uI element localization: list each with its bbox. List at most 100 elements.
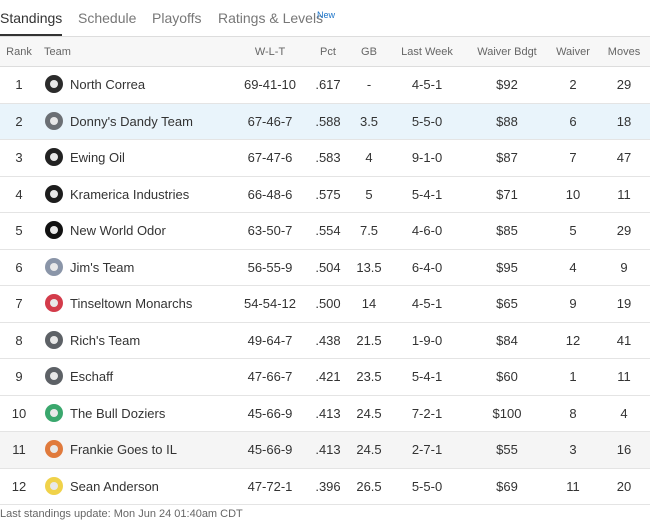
cell: 9 [569,296,577,311]
cell: .583 [315,150,341,165]
cell: $88 [496,113,518,129]
cell: $92 [496,77,518,92]
cell: 4-5-1 [411,296,443,311]
cell: 54-54-12 [243,296,297,311]
cell: 2 [569,77,577,92]
cell: 1 [15,77,23,92]
cell: 7 [15,296,23,311]
cell: 29 [616,77,632,92]
cell: $100 [492,405,522,421]
cell: 63-50-7 [247,223,293,238]
team-name[interactable]: Jim's Team [70,259,135,275]
cell: 49-64-7 [247,332,293,348]
cell: 29 [616,223,632,238]
column-header: Waiver Bdgt [477,46,537,58]
cell: 24.5 [356,442,382,457]
table-row [0,249,650,286]
cell: .500 [315,296,341,311]
cell: 14 [361,296,377,311]
team-icon [45,184,63,203]
team-name[interactable]: Sean Anderson [70,478,159,494]
cell: 45-66-9 [247,405,293,421]
tab[interactable]: Playoffs [152,10,202,26]
team-name[interactable]: Tinseltown Monarchs [70,296,193,311]
cell: $65 [496,296,518,311]
team-icon [45,294,63,312]
team-icon [45,257,63,276]
cell: 4 [569,259,577,275]
cell: 8 [15,332,23,348]
cell: 47-66-7 [247,369,293,384]
cell: 7.5 [359,223,379,238]
cell: 16 [616,442,632,457]
cell: 13.5 [356,259,382,275]
table-row [0,432,650,469]
team-name[interactable]: North Correa [70,77,146,92]
cell: $87 [496,150,518,165]
cell: - [366,77,372,92]
cell: 9 [620,259,628,275]
cell: .504 [315,259,341,275]
team-icon-face [50,481,58,490]
tab[interactable]: Standings [0,10,63,26]
cell: 18 [616,113,632,129]
tab[interactable]: Schedule [78,10,137,26]
tab-badge: New [317,10,336,20]
table-row [0,103,650,140]
column-header: W-L-T [254,46,286,58]
table-row [0,359,650,396]
team-icon-face [50,226,58,234]
team-icon [45,75,63,93]
team-icon [45,330,63,349]
cell: 9-1-0 [411,150,443,165]
cell: 6 [569,113,577,129]
cell: 6-4-0 [411,259,443,275]
active-tab-underline [0,34,62,36]
table-row [0,67,650,104]
cell: 67-46-7 [247,113,293,129]
cell: 24.5 [356,405,382,421]
cell: .413 [315,405,341,421]
team-name[interactable]: Ewing Oil [70,150,125,165]
cell: 9 [15,369,23,384]
column-header: Pct [320,46,336,58]
team-name[interactable]: New World Odor [70,223,166,238]
team-icon [45,221,63,239]
cell: 3 [15,150,23,165]
cell: .575 [315,186,341,202]
cell: 66-48-6 [247,186,293,202]
cell: 2 [15,113,23,129]
cell: 4 [15,186,23,202]
table-row [0,176,650,213]
cell: 4-5-1 [411,77,443,92]
cell: 12 [11,478,27,494]
table-row [0,286,650,323]
cell: 10 [11,405,27,421]
cell: 11 [617,369,631,384]
cell: 3 [569,442,577,457]
cell: 69-41-10 [243,77,297,92]
cell: 5 [365,186,373,202]
team-name[interactable]: The Bull Doziers [70,405,166,421]
cell: 56-55-9 [247,259,293,275]
tab[interactable]: Ratings & Levels [218,10,324,26]
column-header: Waiver [556,46,590,58]
team-name[interactable]: Kramerica Industries [70,186,190,202]
cell: $84 [496,332,518,348]
cell: .438 [315,332,341,348]
team-name[interactable]: Donny's Dandy Team [70,113,193,129]
cell: .421 [315,369,341,384]
table-row [0,322,650,359]
team-name[interactable]: Rich's Team [70,332,141,348]
footer: Last standings update: Mon Jun 24 01:40a… [0,508,243,520]
team-name[interactable]: Eschaff [70,369,114,384]
header-row [0,37,650,67]
cell: .554 [315,223,341,238]
cell: .588 [315,113,341,129]
team-icon [45,111,63,130]
team-icon-face [50,80,58,88]
team-icon-face [50,262,58,271]
cell: 26.5 [356,478,382,494]
team-name[interactable]: Frankie Goes to IL [70,442,177,457]
